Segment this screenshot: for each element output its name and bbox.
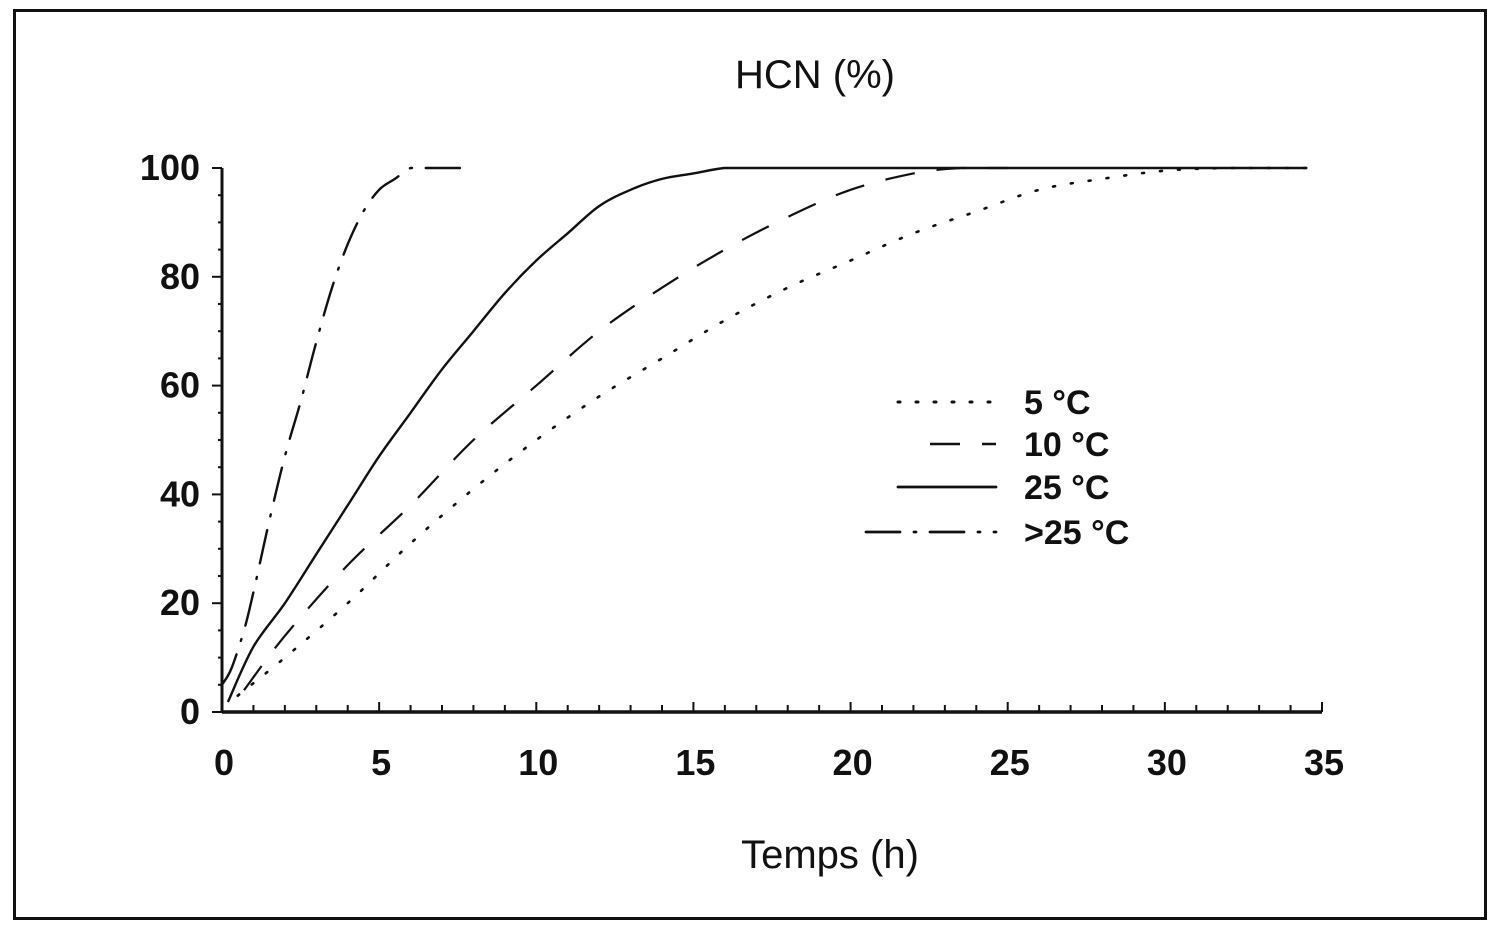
series-line-2 xyxy=(243,166,1008,691)
figure-frame xyxy=(13,9,1487,920)
series-line-4 xyxy=(220,166,475,686)
x-tick-label: 35 xyxy=(1304,742,1344,783)
x-tick-label: 20 xyxy=(833,742,873,783)
x-tick-label: 5 xyxy=(371,742,391,783)
x-tick-label: 30 xyxy=(1147,742,1187,783)
series-line-1 xyxy=(236,166,1308,697)
y-tick-label: 100 xyxy=(140,147,200,188)
x-tick-label: 15 xyxy=(675,742,715,783)
series-layer xyxy=(220,166,1308,703)
legend: 5 °C 10 °C 25 °C >25 °C xyxy=(864,384,1129,552)
axes: 0 20 40 60 80 100 0 5 10 15 20 25 30 35 xyxy=(140,147,1344,783)
legend-label-2: 10 °C xyxy=(1024,426,1109,464)
x-tick-label: 10 xyxy=(518,742,558,783)
chart-title: HCN (%) xyxy=(735,53,895,97)
y-tick-label: 0 xyxy=(180,691,200,732)
y-tick-label: 60 xyxy=(160,365,200,406)
series-line-3 xyxy=(227,166,1308,703)
x-tick-label: 0 xyxy=(214,742,234,783)
x-axis-title: Temps (h) xyxy=(741,833,919,877)
x-tick-label: 25 xyxy=(990,742,1030,783)
y-tick-label: 20 xyxy=(160,582,200,623)
y-tick-label: 80 xyxy=(160,256,200,297)
y-tick-label: 40 xyxy=(160,473,200,514)
legend-label-4: >25 °C xyxy=(1024,514,1129,552)
legend-label-3: 25 °C xyxy=(1024,469,1109,507)
legend-label-1: 5 °C xyxy=(1024,384,1091,422)
